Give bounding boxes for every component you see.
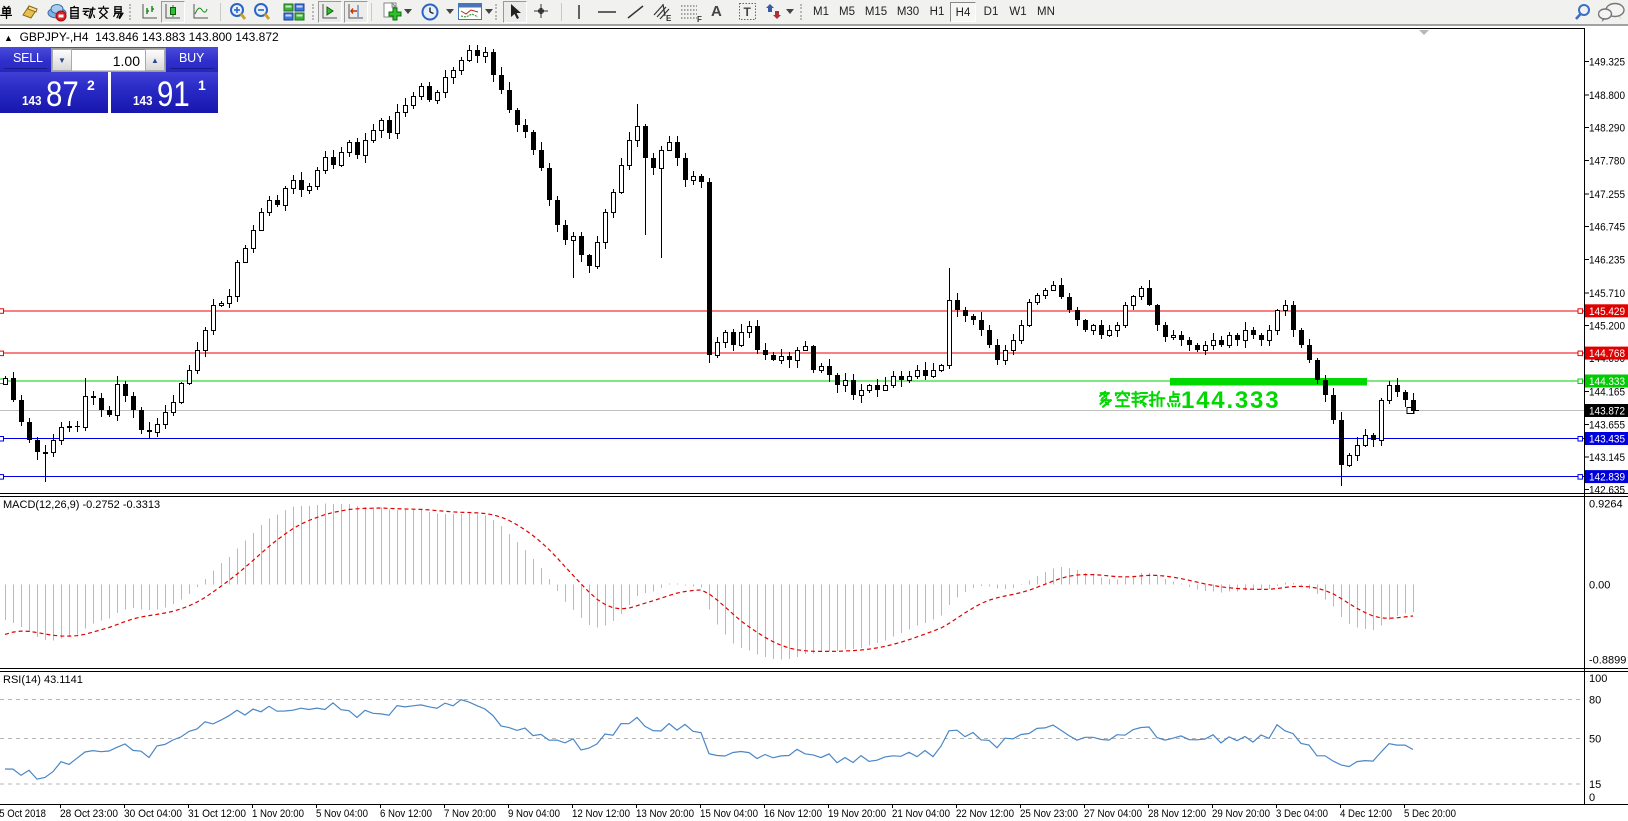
svg-text:143.145: 143.145 xyxy=(1589,452,1625,464)
svg-text:5 Nov 04:00: 5 Nov 04:00 xyxy=(316,808,368,820)
svg-text:0.00: 0.00 xyxy=(1589,580,1610,592)
svg-text:21 Nov 04:00: 21 Nov 04:00 xyxy=(892,808,950,820)
svg-text:3 Dec 04:00: 3 Dec 04:00 xyxy=(1276,808,1328,820)
svg-text:-0.8899: -0.8899 xyxy=(1589,654,1626,666)
svg-text:100: 100 xyxy=(1589,673,1607,685)
svg-text:29 Nov 20:00: 29 Nov 20:00 xyxy=(1212,808,1270,820)
svg-text:25 Oct 2018: 25 Oct 2018 xyxy=(0,808,46,820)
svg-text:13 Nov 20:00: 13 Nov 20:00 xyxy=(636,808,694,820)
svg-text:MACD(12,26,9) -0.2752 -0.3313: MACD(12,26,9) -0.2752 -0.3313 xyxy=(3,499,160,511)
svg-text:F: F xyxy=(697,15,702,23)
svg-text:143.435: 143.435 xyxy=(1589,434,1625,446)
svg-text:144.333: 144.333 xyxy=(1589,376,1625,388)
svg-text:30 Oct 04:00: 30 Oct 04:00 xyxy=(124,808,182,820)
svg-text:5 Dec 20:00: 5 Dec 20:00 xyxy=(1404,808,1456,820)
svg-text:16 Nov 12:00: 16 Nov 12:00 xyxy=(764,808,822,820)
svg-text:15: 15 xyxy=(1589,779,1601,791)
svg-text:22 Nov 12:00: 22 Nov 12:00 xyxy=(956,808,1014,820)
svg-text:143.872: 143.872 xyxy=(1589,406,1625,418)
svg-text:145.710: 145.710 xyxy=(1589,288,1625,300)
svg-text:149.325: 149.325 xyxy=(1589,57,1625,69)
svg-text:28 Nov 12:00: 28 Nov 12:00 xyxy=(1148,808,1206,820)
svg-text:147.255: 147.255 xyxy=(1589,189,1625,201)
svg-text:0.9264: 0.9264 xyxy=(1589,499,1623,511)
svg-text:28 Oct 23:00: 28 Oct 23:00 xyxy=(60,808,118,820)
svg-text:9 Nov 04:00: 9 Nov 04:00 xyxy=(508,808,560,820)
svg-text:142.839: 142.839 xyxy=(1589,472,1625,484)
svg-text:144.768: 144.768 xyxy=(1589,348,1625,360)
svg-text:12 Nov 12:00: 12 Nov 12:00 xyxy=(572,808,630,820)
svg-text:0: 0 xyxy=(1589,792,1595,804)
svg-text:145.429: 145.429 xyxy=(1589,306,1625,318)
svg-text:148.800: 148.800 xyxy=(1589,90,1625,102)
svg-text:31 Oct 12:00: 31 Oct 12:00 xyxy=(188,808,246,820)
svg-text:E: E xyxy=(666,14,672,23)
svg-text:RSI(14) 43.1141: RSI(14) 43.1141 xyxy=(3,674,83,686)
svg-text:T: T xyxy=(744,5,752,19)
svg-text:80: 80 xyxy=(1589,694,1601,706)
svg-text:4 Dec 12:00: 4 Dec 12:00 xyxy=(1340,808,1392,820)
svg-text:148.290: 148.290 xyxy=(1589,123,1625,135)
svg-text:143.655: 143.655 xyxy=(1589,419,1625,431)
svg-text:6 Nov 12:00: 6 Nov 12:00 xyxy=(380,808,432,820)
svg-text:144.165: 144.165 xyxy=(1589,387,1625,399)
svg-text:142.635: 142.635 xyxy=(1589,485,1625,497)
svg-text:147.780: 147.780 xyxy=(1589,155,1625,167)
svg-text:50: 50 xyxy=(1589,734,1601,746)
svg-text:145.200: 145.200 xyxy=(1589,321,1625,333)
svg-text:27 Nov 04:00: 27 Nov 04:00 xyxy=(1084,808,1142,820)
svg-text:1 Nov 20:00: 1 Nov 20:00 xyxy=(252,808,304,820)
svg-text:19 Nov 20:00: 19 Nov 20:00 xyxy=(828,808,886,820)
svg-text:25 Nov 23:00: 25 Nov 23:00 xyxy=(1020,808,1078,820)
svg-text:15 Nov 04:00: 15 Nov 04:00 xyxy=(700,808,758,820)
svg-text:144.333: 144.333 xyxy=(1181,387,1280,414)
svg-text:146.235: 146.235 xyxy=(1589,254,1625,266)
svg-text:7 Nov 20:00: 7 Nov 20:00 xyxy=(444,808,496,820)
svg-text:146.745: 146.745 xyxy=(1589,222,1625,234)
